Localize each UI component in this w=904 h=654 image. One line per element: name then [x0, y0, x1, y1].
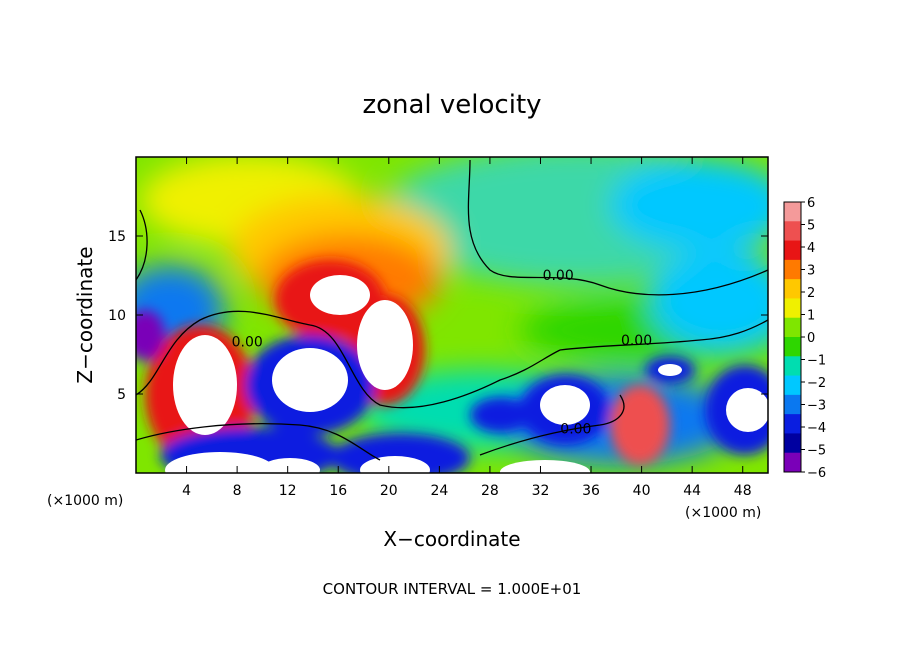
colorbar-swatch — [784, 221, 801, 242]
colorbar-swatch — [784, 279, 801, 299]
colorbar-swatch — [784, 298, 801, 319]
x-tick-label: 48 — [734, 483, 752, 499]
contour-label: 0.00 — [621, 333, 652, 349]
colorbar-swatch — [784, 240, 801, 261]
colorbar-label: −6 — [807, 466, 826, 481]
colorbar-swatch — [784, 414, 801, 434]
x-tick-label: 16 — [329, 483, 347, 499]
contour-labels: 0.00 0.00 0.00 0.00 — [232, 268, 652, 437]
colorbar-label: 3 — [807, 264, 815, 279]
colorbar-swatch — [784, 375, 801, 396]
colorbar-label: 4 — [807, 241, 815, 256]
colorbar-swatch — [784, 259, 801, 280]
x-axis-label: X−coordinate — [383, 527, 520, 551]
colorbar-label: 5 — [807, 219, 815, 234]
chart-title: zonal velocity — [362, 90, 541, 120]
colorbar-label: 1 — [807, 309, 815, 324]
colorbar-swatch — [784, 433, 801, 454]
x-tick-label: 40 — [633, 483, 651, 499]
x-tick-label: 12 — [279, 483, 297, 499]
x-tick-label: 28 — [481, 483, 499, 499]
colorbar-label: 2 — [807, 286, 815, 301]
x-tick-label: 4 — [182, 483, 191, 499]
contour-label: 0.00 — [560, 422, 591, 438]
x-tick-label: 8 — [233, 483, 242, 499]
colorbar: 6 5 4 3 2 1 0 −1 −2 −3 −4 −5 −6 — [783, 196, 826, 481]
y-axis-label: Z−coordinate — [73, 246, 97, 383]
heatmap-field — [136, 157, 768, 473]
colorbar-label: −2 — [807, 376, 826, 391]
x-tick-label: 24 — [430, 483, 448, 499]
x-tick-label: 36 — [582, 483, 600, 499]
x-tick-label: 44 — [683, 483, 701, 499]
x-axis-ticks: 4 8 12 16 20 24 28 32 36 40 44 48 — [182, 157, 752, 499]
colorbar-swatch — [784, 356, 801, 377]
y-tick-label: 15 — [108, 229, 126, 245]
contour-label: 0.00 — [543, 268, 574, 284]
y-tick-label: 10 — [108, 308, 126, 324]
colorbar-label: −5 — [807, 444, 826, 459]
x-tick-label: 32 — [532, 483, 550, 499]
x-units-left: (×1000 m) — [47, 493, 123, 509]
colorbar-swatch — [784, 317, 801, 338]
colorbar-label: −3 — [807, 399, 826, 414]
colorbar-swatch — [784, 452, 801, 473]
colorbar-swatch — [784, 337, 801, 357]
x-tick-label: 20 — [380, 483, 398, 499]
colorbar-swatch — [784, 202, 801, 222]
colorbar-label: −1 — [807, 354, 826, 369]
contour-label: 0.00 — [232, 335, 263, 351]
y-axis-ticks: 5 10 15 — [108, 229, 768, 403]
y-tick-label: 5 — [117, 387, 126, 403]
colorbar-label: −4 — [807, 421, 826, 436]
contour-interval-note: CONTOUR INTERVAL = 1.000E+01 — [323, 580, 582, 598]
colorbar-label: 6 — [807, 196, 815, 211]
x-units-right: (×1000 m) — [685, 505, 761, 521]
colorbar-swatch — [784, 394, 801, 415]
colorbar-label: 0 — [807, 331, 815, 346]
